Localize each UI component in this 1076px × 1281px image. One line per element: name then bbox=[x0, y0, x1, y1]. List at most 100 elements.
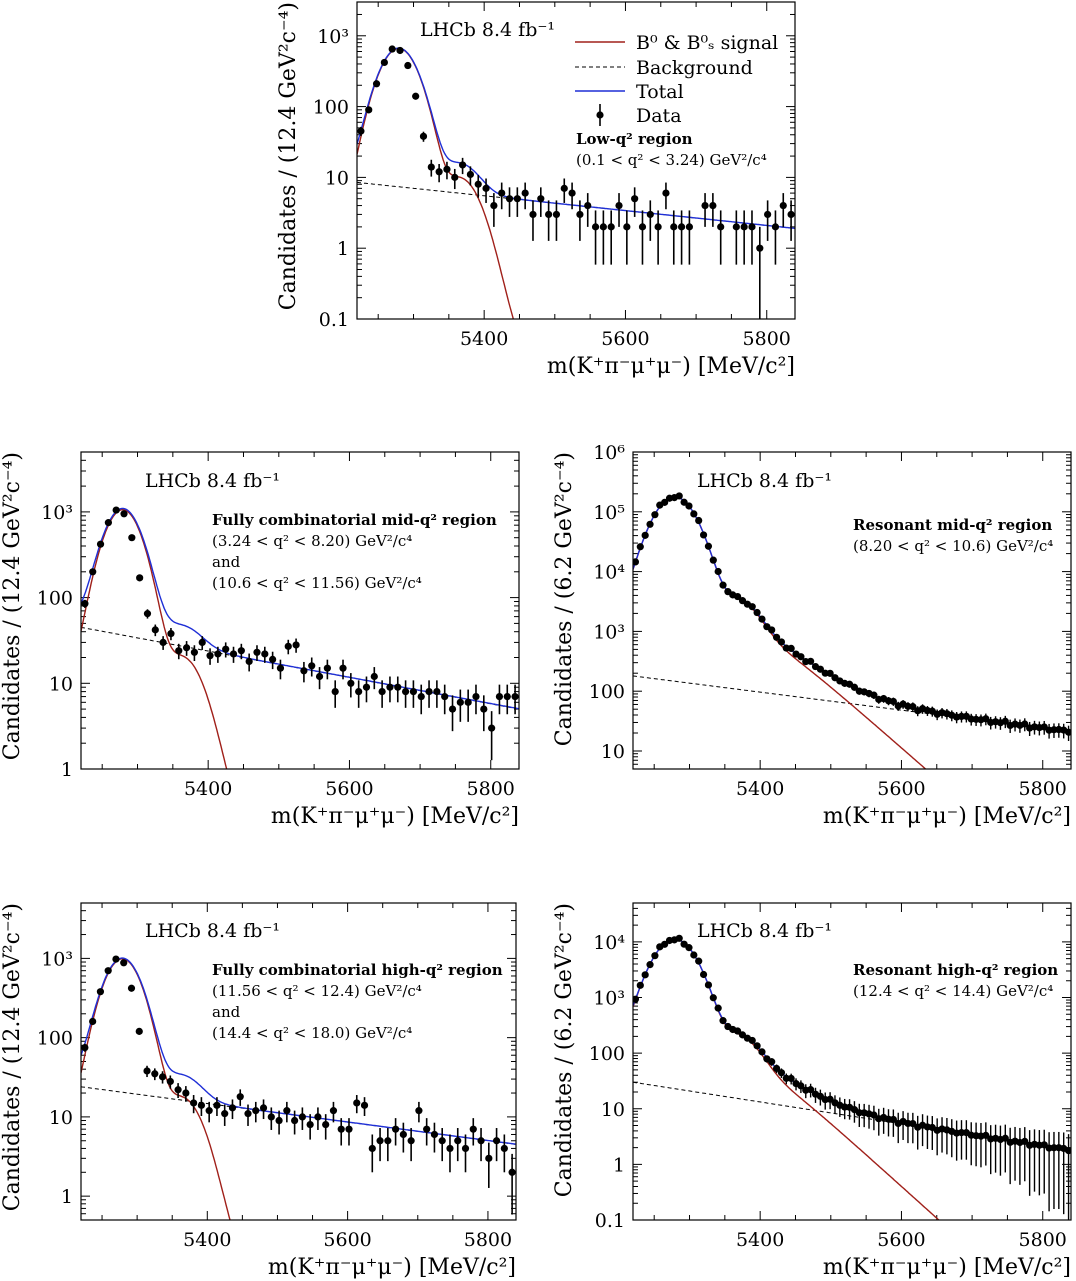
data-point bbox=[670, 210, 678, 265]
legend-label: B⁰ & B⁰ₛ signal bbox=[636, 32, 778, 54]
data-point bbox=[151, 1068, 159, 1081]
region-title: Resonant mid-q² region bbox=[853, 516, 1052, 534]
x-tick-label: 5600 bbox=[323, 1229, 371, 1251]
data-point bbox=[807, 657, 815, 665]
data-point bbox=[314, 1107, 322, 1130]
y-tick-label: 1 bbox=[61, 1186, 73, 1208]
data-point bbox=[633, 995, 640, 1003]
data-point bbox=[182, 1086, 190, 1102]
data-point bbox=[1001, 1124, 1009, 1173]
data-point bbox=[777, 638, 786, 646]
data-point bbox=[498, 182, 506, 210]
data-point bbox=[701, 193, 709, 227]
region-range: (3.24 < q² < 8.20) GeV²/c⁴ bbox=[212, 532, 412, 550]
data-point bbox=[996, 1125, 1005, 1176]
data-point bbox=[485, 1142, 493, 1188]
data-point bbox=[368, 1134, 376, 1173]
x-tick-label: 5400 bbox=[460, 328, 508, 350]
data-point bbox=[537, 187, 545, 217]
data-point bbox=[433, 680, 441, 708]
data-point bbox=[576, 200, 584, 241]
data-point bbox=[787, 1073, 795, 1085]
data-point bbox=[404, 61, 412, 70]
data-point bbox=[768, 1058, 776, 1066]
plot-frame bbox=[80, 902, 517, 1221]
region-range: and bbox=[212, 553, 241, 571]
data-point bbox=[370, 667, 378, 690]
data-point bbox=[662, 182, 670, 210]
region-title: Fully combinatorial high-q² region bbox=[212, 961, 503, 979]
data-point bbox=[283, 1101, 291, 1123]
data-point bbox=[237, 643, 245, 660]
data-point bbox=[675, 492, 683, 500]
data-point bbox=[772, 1064, 781, 1074]
data-point bbox=[651, 511, 659, 519]
data-point bbox=[438, 1128, 446, 1162]
region-title: Resonant high-q² region bbox=[853, 961, 1058, 979]
data-point bbox=[96, 988, 105, 996]
data-point bbox=[1064, 1134, 1071, 1220]
data-point bbox=[779, 193, 787, 227]
data-point bbox=[646, 961, 654, 969]
data-point bbox=[174, 1083, 182, 1099]
data-point bbox=[982, 1122, 990, 1166]
data-point bbox=[748, 603, 756, 611]
data-point bbox=[461, 1134, 470, 1173]
y-tick-label: 10 bbox=[49, 1107, 73, 1129]
y-tick-label: 100 bbox=[589, 681, 625, 703]
data-point bbox=[918, 1114, 927, 1147]
data-point bbox=[732, 210, 740, 265]
data-point bbox=[322, 1114, 330, 1140]
data-point bbox=[275, 1110, 283, 1135]
chart-high-comb: 5400 5600 5800 1 10 100 10³ m(K⁺π⁻μ⁺μ⁻) [MeV/c²… bbox=[0, 902, 517, 1280]
data-point bbox=[870, 691, 878, 700]
data-point bbox=[96, 540, 105, 548]
data-point bbox=[252, 1101, 260, 1123]
data-point bbox=[957, 1120, 966, 1160]
data-point bbox=[331, 680, 339, 708]
data-point bbox=[81, 599, 89, 608]
data-point bbox=[1030, 1129, 1039, 1192]
data-point bbox=[315, 667, 324, 690]
data-point bbox=[690, 951, 698, 959]
data-point bbox=[709, 994, 717, 1002]
y-tick-label: 100 bbox=[589, 1043, 625, 1065]
data-point bbox=[276, 659, 285, 680]
experiment-label: LHCb 8.4 fb⁻¹ bbox=[420, 19, 555, 41]
data-point bbox=[409, 680, 418, 708]
data-point bbox=[323, 659, 331, 680]
data-point bbox=[175, 643, 183, 660]
data-point bbox=[615, 193, 623, 227]
data-point bbox=[430, 1122, 439, 1153]
y-tick-label: 10⁴ bbox=[593, 562, 625, 584]
data-point bbox=[388, 45, 396, 53]
data-point bbox=[213, 1097, 221, 1117]
chart-high-res: 5400 5600 5800 0.1 1 10 100 10³ 10⁴ m(K⁺π⁻μ⁺μ⁻) [… bbox=[552, 902, 1072, 1280]
data-point bbox=[1011, 1126, 1019, 1181]
y-tick-label: 10³ bbox=[317, 26, 349, 48]
data-point bbox=[638, 210, 647, 265]
data-point bbox=[787, 644, 795, 652]
data-point bbox=[889, 697, 897, 706]
region-range: and bbox=[212, 1003, 241, 1021]
y-axis-label: Candidates / (6.2 GeV²c⁻⁴) bbox=[552, 903, 577, 1197]
data-point bbox=[816, 665, 824, 673]
data-point bbox=[298, 1107, 306, 1130]
y-tick-label: 10 bbox=[49, 673, 73, 695]
data-point bbox=[709, 556, 717, 564]
data-point bbox=[943, 1117, 951, 1155]
data-point bbox=[636, 981, 644, 989]
region-range: (12.4 < q² < 14.4) GeV²/c⁴ bbox=[853, 982, 1053, 1000]
data-point bbox=[513, 187, 521, 217]
data-point bbox=[345, 1118, 353, 1146]
data-point bbox=[474, 174, 482, 198]
data-point bbox=[962, 1120, 970, 1160]
data-point bbox=[480, 695, 488, 732]
data-point bbox=[972, 1122, 980, 1167]
data-point bbox=[143, 1065, 151, 1078]
data-point bbox=[636, 543, 644, 551]
data-point bbox=[680, 498, 688, 506]
data-point bbox=[372, 80, 381, 88]
data-point bbox=[1050, 1131, 1058, 1210]
